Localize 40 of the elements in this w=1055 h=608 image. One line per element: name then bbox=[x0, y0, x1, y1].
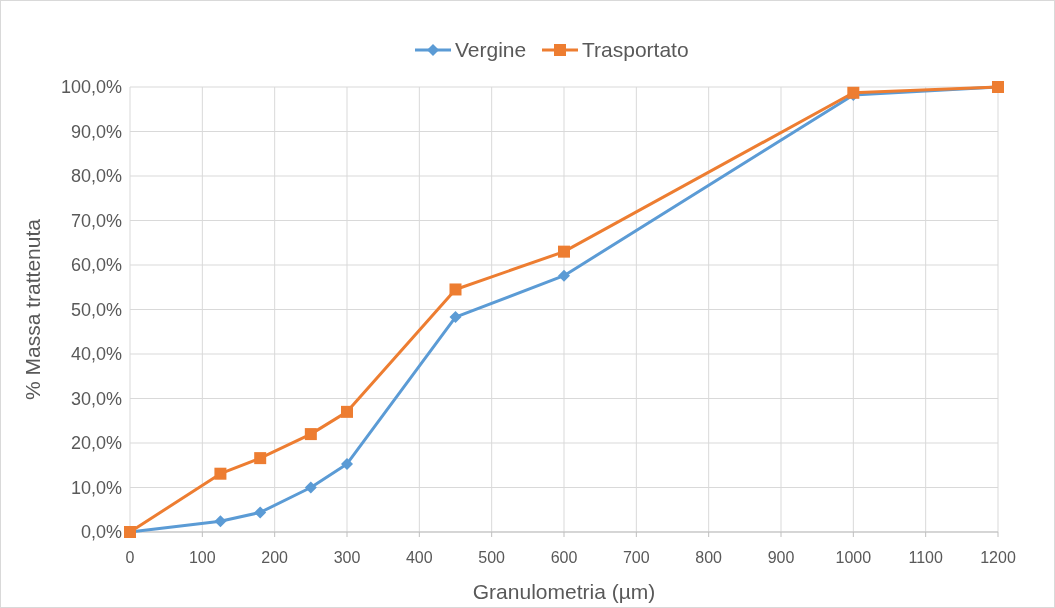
x-tick-label: 1100 bbox=[908, 549, 943, 566]
x-tick-label: 1000 bbox=[835, 549, 872, 566]
x-tick-label: 1200 bbox=[980, 549, 1016, 566]
x-axis-title: Granulometria (µm) bbox=[472, 580, 656, 603]
point bbox=[214, 515, 227, 528]
y-tick-label: 60,0% bbox=[70, 255, 122, 275]
point bbox=[449, 311, 462, 324]
x-tick-label: 900 bbox=[767, 549, 795, 566]
point bbox=[558, 269, 570, 282]
y-tick-label: 0,0% bbox=[80, 522, 122, 542]
legend-label: Trasportato bbox=[582, 38, 689, 61]
y-tick-label: 10,0% bbox=[70, 477, 122, 498]
x-tick-label: 300 bbox=[333, 549, 361, 566]
point bbox=[214, 467, 227, 480]
x-tick-label: 0 bbox=[125, 549, 135, 566]
x-tick-label: 600 bbox=[550, 549, 578, 566]
point bbox=[254, 452, 267, 465]
point bbox=[341, 405, 353, 418]
y-tick-label: 100,0% bbox=[60, 77, 122, 97]
legend-label: Vergine bbox=[455, 38, 527, 61]
point bbox=[254, 506, 267, 519]
x-tick-label: 100 bbox=[188, 549, 216, 566]
y-tick-label: 40,0% bbox=[70, 344, 122, 364]
point bbox=[449, 283, 462, 296]
y-tick-label: 90,0% bbox=[70, 121, 122, 142]
y-tick-label: 30,0% bbox=[70, 388, 122, 409]
x-tick-label: 500 bbox=[478, 549, 506, 566]
x-tick-label: 700 bbox=[622, 549, 650, 566]
point bbox=[341, 457, 353, 470]
point bbox=[304, 428, 317, 441]
y-tick-label: 50,0% bbox=[70, 299, 122, 320]
y-tick-label: 70,0% bbox=[70, 210, 122, 231]
y-tick-label: 80,0% bbox=[70, 166, 122, 186]
point bbox=[558, 245, 570, 258]
x-tick-label: 800 bbox=[695, 549, 723, 566]
x-tick-label: 400 bbox=[405, 549, 433, 566]
y-tick-label: 20,0% bbox=[70, 433, 122, 453]
y-axis-title: % Massa trattenuta bbox=[21, 218, 44, 400]
x-tick-label: 200 bbox=[261, 549, 289, 566]
point bbox=[304, 481, 317, 494]
